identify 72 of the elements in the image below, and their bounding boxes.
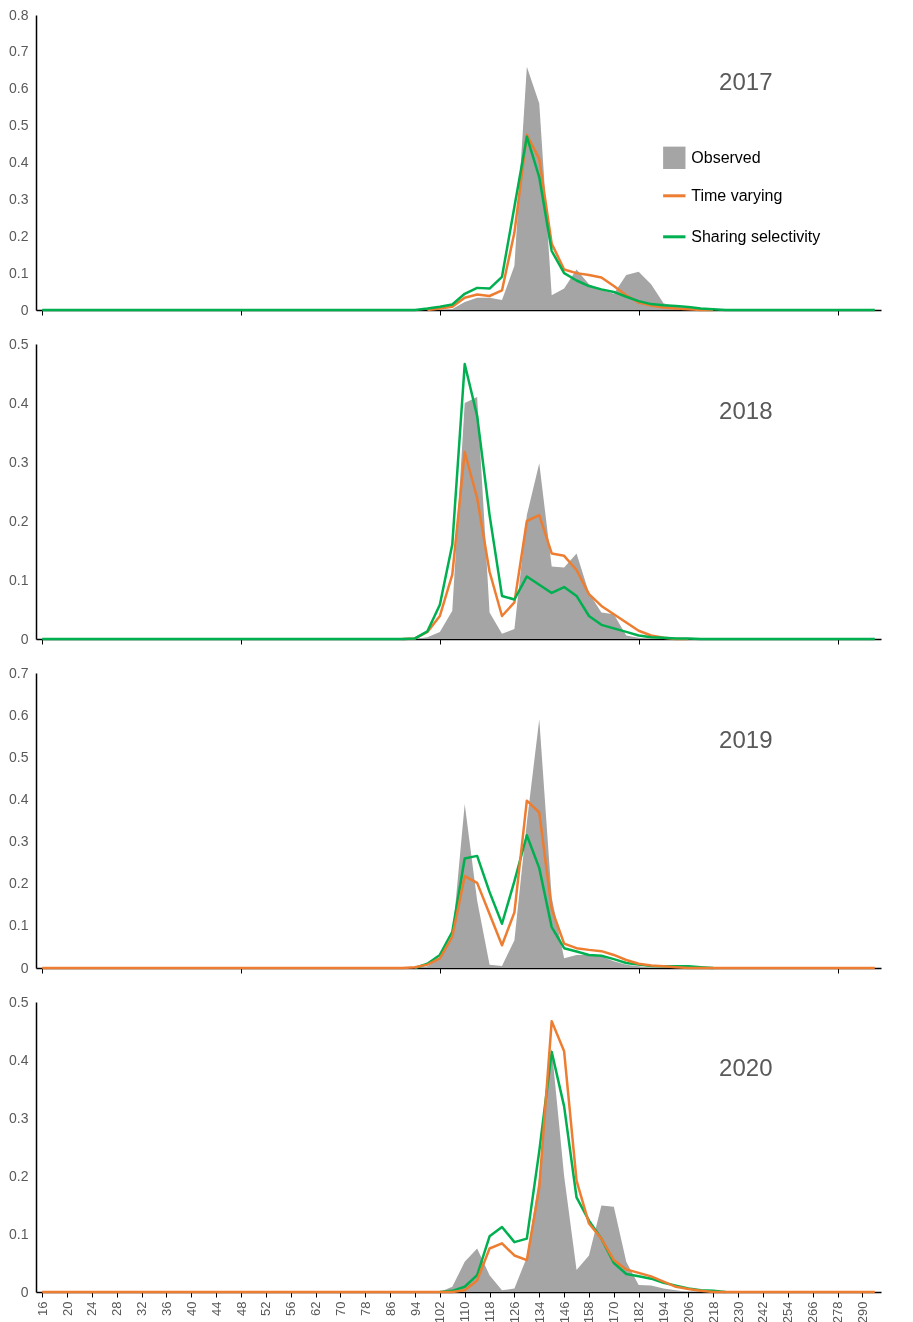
x-tick-label: 48 — [233, 1301, 249, 1316]
y-tick-label: 0.6 — [9, 80, 29, 97]
y-tick-label: 0.1 — [9, 571, 29, 588]
x-tick-label: 62 — [308, 1301, 324, 1316]
x-tick-label: 86 — [382, 1301, 398, 1316]
x-tick-label: 102 — [432, 1301, 448, 1322]
y-tick-label: 0.5 — [9, 117, 29, 134]
y-tick-label: 0.3 — [9, 453, 29, 470]
y-tick-label: 0.6 — [9, 706, 29, 723]
y-tick-label: 0.8 — [9, 6, 29, 23]
x-tick-label: 206 — [680, 1301, 696, 1322]
y-tick-label: 0.2 — [9, 512, 29, 529]
y-tick-label: 0.4 — [9, 394, 29, 411]
y-tick-label: 0.3 — [9, 1109, 29, 1126]
x-tick-label: 266 — [805, 1301, 821, 1322]
x-tick-label: 218 — [705, 1301, 721, 1322]
x-tick-label: 118 — [482, 1301, 498, 1322]
x-tick-label: 44 — [208, 1301, 224, 1316]
x-tick-label: 28 — [109, 1301, 125, 1316]
text: 2020 — [719, 1053, 773, 1081]
x-tick-label: 32 — [134, 1301, 150, 1316]
y-tick-label: 0.3 — [9, 190, 29, 207]
x-tick-label: 182 — [631, 1301, 647, 1322]
x-tick-label: 290 — [854, 1301, 870, 1322]
y-tick-label: 0.1 — [9, 264, 29, 281]
legend-label: Sharing selectivity — [691, 227, 821, 245]
y-tick-label: 0.1 — [9, 1225, 29, 1242]
y-tick-label: 0.5 — [9, 335, 29, 352]
y-tick-label: 0 — [20, 1283, 29, 1300]
x-tick-label: 110 — [457, 1301, 473, 1322]
y-tick-label: 0.1 — [9, 917, 29, 934]
x-tick-label: 230 — [730, 1301, 746, 1322]
x-tick-label: 158 — [581, 1301, 597, 1322]
y-tick-label: 0.7 — [9, 43, 29, 60]
y-tick-label: 0.2 — [9, 227, 29, 244]
x-tick-label: 170 — [606, 1301, 622, 1322]
y-tick-label: 0 — [20, 301, 29, 318]
x-tick-label: 126 — [506, 1301, 522, 1322]
x-tick-label: 134 — [531, 1301, 547, 1322]
y-tick-label: 0.4 — [9, 1051, 29, 1068]
text: 2018 — [719, 396, 773, 424]
x-tick-label: 254 — [780, 1301, 796, 1322]
x-tick-label: 194 — [656, 1301, 672, 1322]
x-tick-label: 52 — [258, 1301, 274, 1316]
legend-label: Observed — [691, 148, 761, 166]
x-tick-label: 242 — [755, 1301, 771, 1322]
x-tick-label: 16 — [34, 1301, 50, 1316]
x-tick-label: 146 — [556, 1301, 572, 1322]
y-tick-label: 0.4 — [9, 790, 29, 807]
x-tick-label: 94 — [407, 1301, 423, 1316]
x-tick-label: 70 — [332, 1301, 348, 1316]
y-tick-label: 0 — [20, 630, 29, 647]
y-tick-label: 0.7 — [9, 664, 29, 681]
x-tick-label: 78 — [357, 1301, 373, 1316]
y-tick-label: 0.5 — [9, 993, 29, 1010]
y-tick-label: 0 — [20, 959, 29, 976]
line-series — [40, 135, 877, 312]
x-tick-label: 40 — [183, 1301, 199, 1316]
x-tick-label: 56 — [283, 1301, 299, 1316]
x-tick-label: 20 — [59, 1301, 75, 1316]
line-series — [40, 799, 877, 970]
y-tick-label: 0.2 — [9, 875, 29, 892]
text: 2019 — [719, 725, 773, 753]
y-tick-label: 0.5 — [9, 748, 29, 765]
x-tick-label: 278 — [830, 1301, 846, 1322]
legend-label: Time varying — [691, 186, 783, 204]
y-tick-label: 0.4 — [9, 154, 29, 170]
y-tick-label: 0.3 — [9, 833, 29, 850]
x-tick-label: 24 — [84, 1301, 100, 1316]
text: 2017 — [719, 67, 773, 95]
x-tick-label: 36 — [158, 1301, 174, 1316]
y-tick-label: 0.2 — [9, 1167, 29, 1184]
